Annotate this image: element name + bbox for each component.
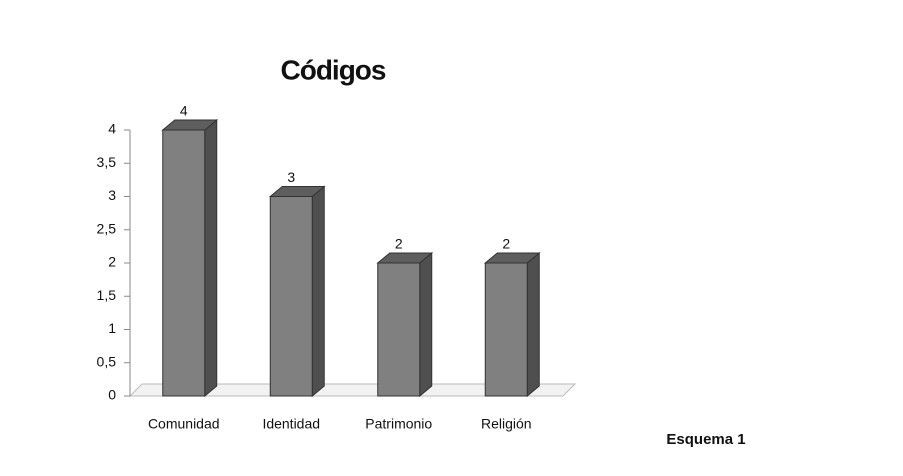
x-tick-label: Patrimonio [365, 416, 432, 432]
y-tick-label: 4 [108, 121, 116, 137]
chart-title: Códigos [281, 54, 386, 85]
data-label: 4 [180, 103, 188, 119]
data-label: 2 [502, 236, 510, 252]
x-tick-label: Comunidad [148, 416, 220, 432]
bar-side [526, 251, 540, 398]
y-tick-label: 1 [108, 320, 116, 336]
bar [484, 262, 528, 397]
data-label: 3 [287, 169, 295, 185]
bar [162, 129, 206, 397]
y-tick-label: 2,5 [97, 220, 117, 236]
x-tick-label: Identidad [262, 416, 320, 432]
bar-side [311, 185, 325, 398]
bar-side [419, 251, 433, 398]
y-tick-label: 3 [108, 187, 116, 203]
bar [269, 196, 313, 397]
y-tick-label: 2 [108, 254, 116, 270]
bar [377, 262, 421, 397]
y-tick-label: 0 [108, 387, 116, 403]
bar-side [204, 118, 218, 398]
y-tick-label: 0,5 [97, 353, 117, 369]
caption: Esquema 1 [666, 431, 745, 448]
x-tick-label: Religión [481, 416, 532, 432]
y-tick-label: 3,5 [97, 154, 117, 170]
y-tick-label: 1,5 [97, 287, 117, 303]
data-label: 2 [395, 236, 403, 252]
